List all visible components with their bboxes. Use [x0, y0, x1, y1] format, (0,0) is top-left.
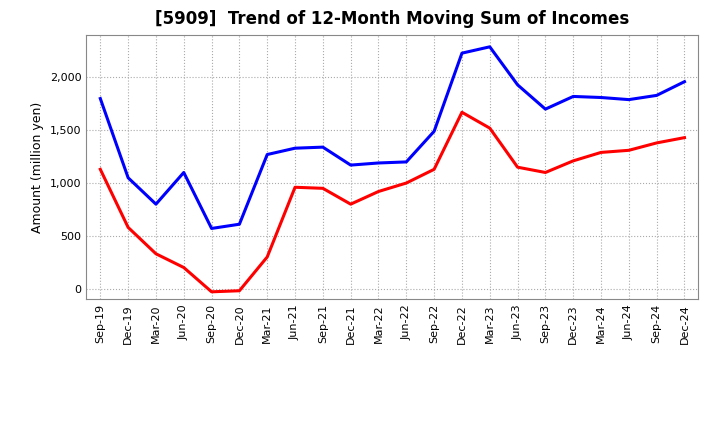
Net Income — [179, 265, 188, 270]
Ordinary Income — [152, 202, 161, 207]
Net Income — [291, 185, 300, 190]
Net Income — [513, 165, 522, 170]
Net Income — [485, 125, 494, 131]
Ordinary Income — [402, 159, 410, 165]
Net Income — [124, 225, 132, 230]
Ordinary Income — [235, 222, 243, 227]
Net Income — [96, 167, 104, 172]
Ordinary Income — [374, 160, 383, 165]
Ordinary Income — [207, 226, 216, 231]
Net Income — [318, 186, 327, 191]
Ordinary Income — [291, 146, 300, 151]
Title: [5909]  Trend of 12-Month Moving Sum of Incomes: [5909] Trend of 12-Month Moving Sum of I… — [156, 10, 629, 28]
Net Income — [541, 170, 550, 175]
Net Income — [569, 158, 577, 164]
Ordinary Income — [346, 162, 355, 168]
Ordinary Income — [124, 175, 132, 180]
Net Income — [652, 140, 661, 146]
Line: Net Income: Net Income — [100, 112, 685, 292]
Net Income — [597, 150, 606, 155]
Ordinary Income — [680, 79, 689, 84]
Ordinary Income — [485, 44, 494, 49]
Net Income — [346, 202, 355, 207]
Net Income — [374, 189, 383, 194]
Line: Ordinary Income: Ordinary Income — [100, 47, 685, 228]
Ordinary Income — [318, 144, 327, 150]
Net Income — [458, 110, 467, 115]
Net Income — [430, 167, 438, 172]
Ordinary Income — [541, 106, 550, 112]
Ordinary Income — [597, 95, 606, 100]
Ordinary Income — [513, 82, 522, 88]
Ordinary Income — [624, 97, 633, 102]
Net Income — [263, 254, 271, 260]
Ordinary Income — [458, 51, 467, 56]
Net Income — [624, 148, 633, 153]
Ordinary Income — [179, 170, 188, 175]
Ordinary Income — [263, 152, 271, 157]
Y-axis label: Amount (million yen): Amount (million yen) — [32, 102, 45, 233]
Net Income — [207, 289, 216, 294]
Net Income — [402, 180, 410, 186]
Net Income — [152, 251, 161, 257]
Ordinary Income — [96, 96, 104, 101]
Ordinary Income — [569, 94, 577, 99]
Net Income — [680, 135, 689, 140]
Ordinary Income — [430, 128, 438, 134]
Net Income — [235, 288, 243, 293]
Ordinary Income — [652, 93, 661, 98]
